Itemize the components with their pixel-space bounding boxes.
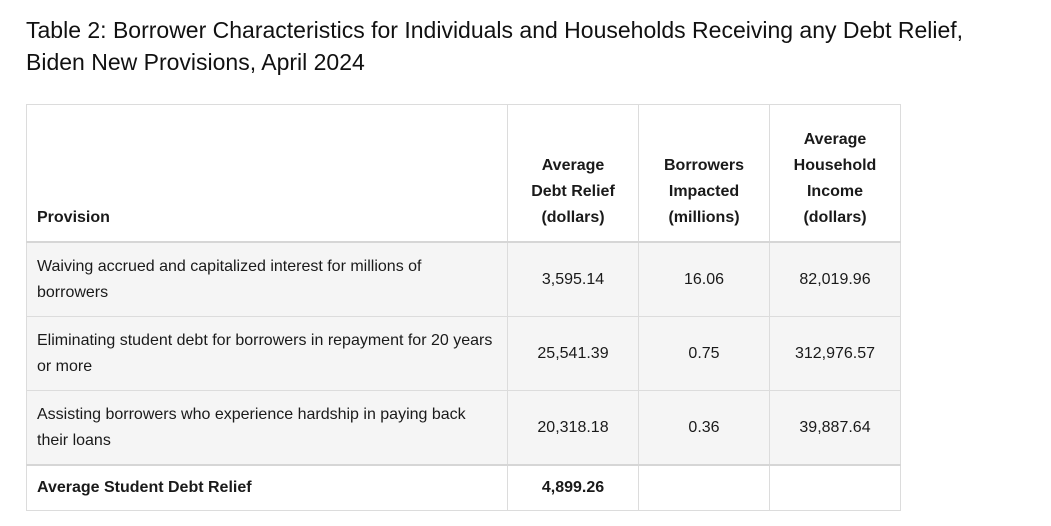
header-text: (millions) (668, 209, 740, 226)
provision-cell: Eliminating student debt for borrowers i… (26, 316, 508, 391)
table-row: Waiving accrued and capitalized interest… (26, 241, 901, 317)
table-title-line-1: Table 2: Borrower Characteristics for In… (26, 17, 964, 43)
average-household-income-cell: 312,976.57 (769, 316, 901, 391)
borrower-characteristics-table: Provision Average Debt Relief (dollars) … (26, 104, 901, 511)
table-container: Provision Average Debt Relief (dollars) … (26, 104, 901, 511)
provision-cell: Assisting borrowers who experience hards… (26, 390, 508, 466)
borrowers-impacted-cell: 16.06 (638, 241, 770, 317)
column-header-provision: Provision (26, 104, 508, 243)
total-average-debt-relief-cell: 4,899.26 (507, 464, 639, 511)
average-household-income-cell: 39,887.64 (769, 390, 901, 466)
column-header-average-household-income: Average Household Income (dollars) (769, 104, 901, 243)
header-row: Provision Average Debt Relief (dollars) … (26, 104, 901, 243)
average-household-income-cell: 82,019.96 (769, 241, 901, 317)
total-borrowers-impacted-cell (638, 464, 770, 511)
table-row: Assisting borrowers who experience hards… (26, 390, 901, 466)
header-text: Average (541, 157, 605, 174)
average-debt-relief-cell: 25,541.39 (507, 316, 639, 391)
header-text: Provision (37, 209, 110, 226)
borrowers-impacted-cell: 0.75 (638, 316, 770, 391)
header-text: Impacted (668, 183, 740, 200)
borrowers-impacted-cell: 0.36 (638, 390, 770, 466)
table-row: Eliminating student debt for borrowers i… (26, 316, 901, 391)
column-header-average-debt-relief: Average Debt Relief (dollars) (507, 104, 639, 243)
header-text: (dollars) (803, 209, 867, 226)
average-debt-relief-cell: 20,318.18 (507, 390, 639, 466)
table-title: Table 2: Borrower Characteristics for In… (26, 14, 1046, 78)
total-label-cell: Average Student Debt Relief (26, 464, 508, 511)
header-text: (dollars) (541, 209, 605, 226)
total-row: Average Student Debt Relief 4,899.26 (26, 464, 901, 511)
total-average-household-income-cell (769, 464, 901, 511)
column-header-borrowers-impacted: Borrowers Impacted (millions) (638, 104, 770, 243)
table-title-line-2: Biden New Provisions, April 2024 (26, 49, 365, 75)
header-text: Debt Relief (531, 183, 615, 200)
header-text: Household (793, 157, 877, 174)
header-text: Borrowers (663, 157, 745, 174)
header-text: Income (806, 183, 863, 200)
header-text: Average (803, 131, 867, 148)
provision-cell: Waiving accrued and capitalized interest… (26, 241, 508, 317)
average-debt-relief-cell: 3,595.14 (507, 241, 639, 317)
